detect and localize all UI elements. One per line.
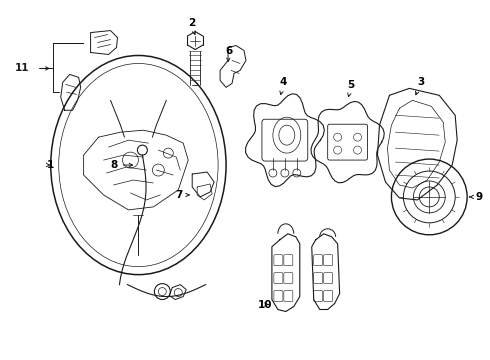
Text: 10: 10 bbox=[258, 300, 272, 310]
Text: 2: 2 bbox=[188, 18, 196, 35]
Text: 1: 1 bbox=[47, 160, 54, 170]
Text: 4: 4 bbox=[280, 77, 287, 95]
Text: 5: 5 bbox=[347, 80, 355, 96]
Text: 6: 6 bbox=[225, 45, 232, 62]
Text: 11: 11 bbox=[14, 63, 29, 73]
Text: 9: 9 bbox=[469, 192, 482, 202]
Text: 8: 8 bbox=[111, 160, 133, 170]
Text: 3: 3 bbox=[416, 77, 424, 95]
Text: 7: 7 bbox=[175, 190, 189, 200]
